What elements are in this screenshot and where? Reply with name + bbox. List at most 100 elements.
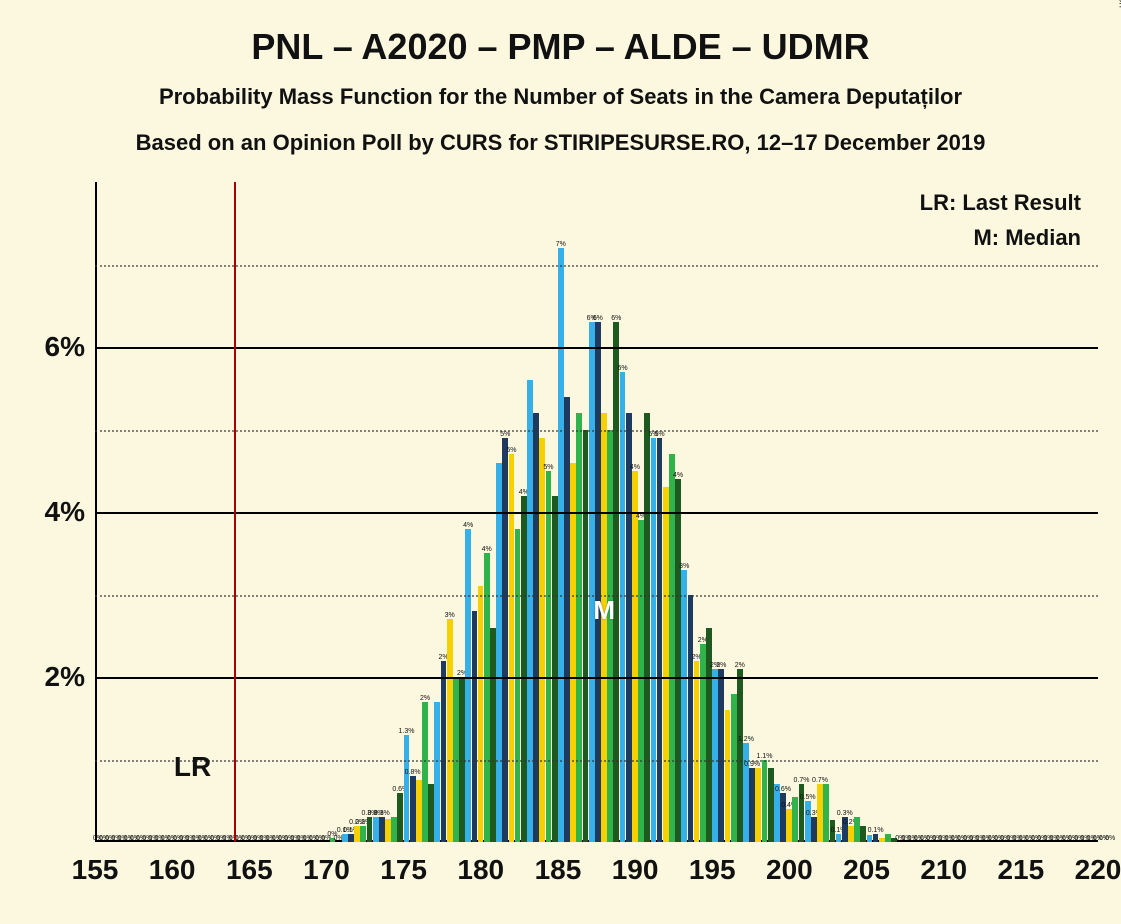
bar-value-label: 1.1% [756,753,772,760]
bar: 0.3% [373,817,379,842]
bar [515,529,521,843]
bar [478,586,484,842]
bar [570,463,576,843]
bar: 4% [521,496,527,843]
bar: 0.7% [817,784,823,842]
x-tick-label: 190 [612,854,659,886]
bar: 0.9% [749,768,755,842]
bar-value-label: 2% [735,662,745,669]
bar-value-label: 0% [1105,835,1115,842]
bar-value-label: 2% [420,695,430,702]
bar: 7% [558,248,564,842]
bar [552,496,558,843]
bar [428,784,434,842]
bar [774,784,780,842]
bar: 5% [502,438,508,842]
bar: 0.2% [354,826,360,843]
bar: 1.1% [762,760,768,843]
bar-value-label: 6% [611,315,621,322]
bar [768,768,774,842]
bar: 2% [712,669,718,842]
bar: 2% [422,702,428,842]
bar: 0.6% [780,793,786,843]
x-tick-label: 155 [72,854,119,886]
chart-canvas: PNL – A2020 – PMP – ALDE – UDMR Probabil… [0,0,1121,924]
bar: 0.3% [811,817,817,842]
bar-value-label: 1.3% [399,728,415,735]
bar-value-label: 1.2% [738,736,754,743]
bar-value-label: 0.9% [744,761,760,768]
gridline-minor [95,760,1098,762]
bar: 0.1% [342,834,348,842]
bar-value-label: 0.5% [800,794,816,801]
bar-value-label: 2% [716,662,726,669]
bar: 2% [700,644,706,842]
bar: 0.3% [379,817,385,842]
gridline-major [95,512,1098,514]
bar [860,826,866,843]
bar-value-label: 5% [543,464,553,471]
bar-value-label: 0.7% [794,777,810,784]
last-result-label: LR [174,751,211,783]
bar [434,702,440,842]
bar-value-label: 4% [630,464,640,471]
bar [879,838,885,842]
bar-value-label: 0.3% [837,810,853,817]
x-tick-label: 210 [920,854,967,886]
x-tick-label: 220 [1075,854,1121,886]
bar-value-label: 6% [617,365,627,372]
bar [601,413,607,842]
y-tick-label: 6% [45,331,95,363]
bar: 0.5% [805,801,811,842]
bar [867,835,873,842]
bar-value-label: 6% [593,315,603,322]
bar [725,710,731,842]
bar: 4% [638,520,644,842]
bar [607,430,613,843]
x-tick-label: 170 [303,854,350,886]
bar-value-label: 4% [463,522,473,529]
bar [755,768,761,842]
median-label: M [593,595,615,626]
bar: 4% [465,529,471,843]
bar: 6% [595,322,601,842]
bar: 0.1% [348,834,354,842]
bar [472,611,478,842]
bar-value-label: 0.7% [812,777,828,784]
bar [731,694,737,843]
bar: 0.1% [836,834,842,842]
bar [576,413,582,842]
x-tick-label: 185 [535,854,582,886]
bar: 0.2% [360,826,366,843]
bar [885,834,891,842]
bar [533,413,539,842]
bar-value-label: 3% [445,612,455,619]
bar [663,487,669,842]
chart-subtitle-1: Probability Mass Function for the Number… [0,84,1121,110]
gridline-minor [95,430,1098,432]
bar: 5% [651,438,657,842]
bar [496,463,502,843]
gridline-minor [95,265,1098,267]
bar-value-label: 0.1% [868,827,884,834]
bar: 6% [613,322,619,842]
bar [564,397,570,843]
bar: 0.8% [410,776,416,842]
bar [391,817,397,842]
bar: 3% [681,570,687,842]
bar: 5% [657,438,663,842]
bar [539,438,545,842]
x-tick-label: 195 [689,854,736,886]
bar [583,430,589,843]
bar [823,784,829,842]
x-tick-label: 165 [226,854,273,886]
x-tick-label: 205 [843,854,890,886]
bar [688,595,694,843]
x-tick-label: 215 [997,854,1044,886]
bar [706,628,712,843]
bar-value-label: 5% [506,447,516,454]
bar: 6% [620,372,626,842]
bar [490,628,496,843]
x-tick-label: 175 [380,854,427,886]
bar: 1.3% [404,735,410,842]
